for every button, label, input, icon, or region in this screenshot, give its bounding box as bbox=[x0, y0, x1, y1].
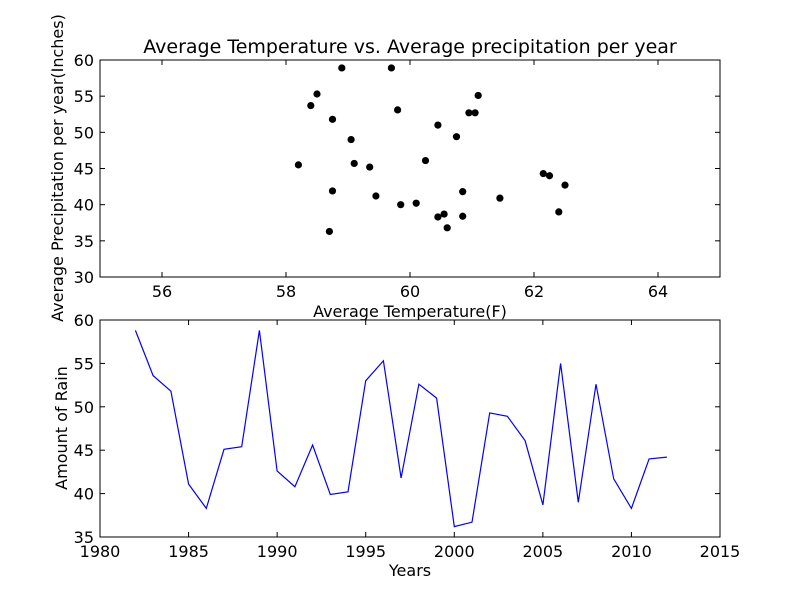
x-tick-label: 62 bbox=[524, 282, 544, 301]
scatter-point bbox=[325, 227, 333, 236]
scatter-point bbox=[452, 133, 461, 141]
scatter-point bbox=[443, 224, 451, 232]
scatter-x-ticks: 56 58 60 62 64 bbox=[152, 60, 668, 301]
scatter-point bbox=[561, 181, 569, 189]
scatter-point bbox=[347, 135, 355, 144]
scatter-point bbox=[555, 208, 563, 216]
y-tick-label: 55 bbox=[74, 87, 94, 106]
x-tick-label: 64 bbox=[648, 282, 668, 301]
scatter-point bbox=[328, 187, 337, 195]
x-tick-label: 2010 bbox=[611, 542, 652, 561]
y-tick-label: 35 bbox=[74, 528, 94, 547]
scatter-point bbox=[539, 169, 547, 178]
scatter-point bbox=[459, 188, 467, 196]
x-tick-label: 56 bbox=[152, 282, 172, 301]
scatter-point bbox=[474, 91, 482, 100]
scatter-point bbox=[350, 159, 358, 168]
x-tick-label: 1985 bbox=[168, 542, 209, 561]
y-tick-label: 50 bbox=[74, 398, 94, 417]
y-tick-label: 50 bbox=[74, 123, 94, 142]
y-tick-label: 60 bbox=[74, 51, 94, 70]
scatter-point bbox=[313, 90, 321, 98]
line-x-ticks: 1980 1985 1990 1995 2000 2005 2010 2015 bbox=[80, 320, 741, 561]
line-plot-frame bbox=[99, 319, 721, 538]
scatter-points bbox=[294, 64, 569, 236]
y-tick-label: 60 bbox=[74, 311, 94, 330]
scatter-point bbox=[394, 106, 402, 114]
x-tick-label: 2000 bbox=[434, 542, 475, 561]
x-tick-label: 1990 bbox=[257, 542, 298, 561]
y-tick-label: 45 bbox=[74, 441, 94, 460]
scatter-point bbox=[412, 199, 420, 207]
scatter-point bbox=[459, 212, 467, 220]
scatter-point bbox=[372, 192, 380, 200]
scatter-point bbox=[294, 161, 302, 169]
scatter-point bbox=[434, 213, 442, 221]
y-tick-label: 30 bbox=[74, 268, 94, 287]
scatter-y-axis-label: Average Precipitation per year(Inches) bbox=[48, 14, 67, 322]
y-tick-label: 40 bbox=[74, 485, 94, 504]
line-y-axis-label: Amount of Rain bbox=[52, 366, 71, 490]
x-tick-label: 2015 bbox=[700, 542, 741, 561]
x-tick-label: 1980 bbox=[80, 542, 121, 561]
line-x-axis-label: Years bbox=[388, 561, 431, 580]
chart-title: Average Temperature vs. Average precipit… bbox=[143, 36, 677, 58]
scatter-y-ticks: 30 35 40 45 50 55 60 bbox=[74, 51, 720, 287]
scatter-chart: Average Temperature vs. Average precipit… bbox=[48, 14, 721, 322]
line-y-ticks: 35 40 45 50 55 60 bbox=[74, 311, 720, 547]
y-tick-label: 45 bbox=[74, 160, 94, 179]
scatter-point bbox=[397, 201, 405, 209]
scatter-point bbox=[338, 64, 346, 72]
scatter-point bbox=[307, 101, 315, 110]
scatter-x-axis-label: Average Temperature(F) bbox=[313, 302, 507, 321]
x-tick-label: 58 bbox=[276, 282, 296, 301]
rain-series-line bbox=[134, 330, 667, 528]
y-tick-label: 40 bbox=[74, 196, 94, 215]
y-tick-label: 55 bbox=[74, 354, 94, 373]
scatter-point bbox=[440, 210, 448, 218]
x-tick-label: 2005 bbox=[522, 542, 563, 561]
y-tick-label: 35 bbox=[74, 232, 94, 251]
line-chart: 1980 1985 1990 1995 2000 2005 2010 2015 35 40 45 5… bbox=[52, 311, 740, 580]
scatter-point bbox=[465, 109, 473, 117]
scatter-point bbox=[328, 115, 337, 123]
x-tick-label: 60 bbox=[400, 282, 420, 301]
scatter-point bbox=[434, 121, 442, 129]
scatter-point bbox=[471, 109, 479, 117]
x-tick-label: 1995 bbox=[345, 542, 386, 561]
scatter-point bbox=[496, 194, 504, 202]
scatter-point bbox=[421, 156, 430, 165]
scatter-point bbox=[545, 172, 554, 180]
scatter-point bbox=[387, 64, 395, 72]
scatter-point bbox=[366, 163, 374, 171]
